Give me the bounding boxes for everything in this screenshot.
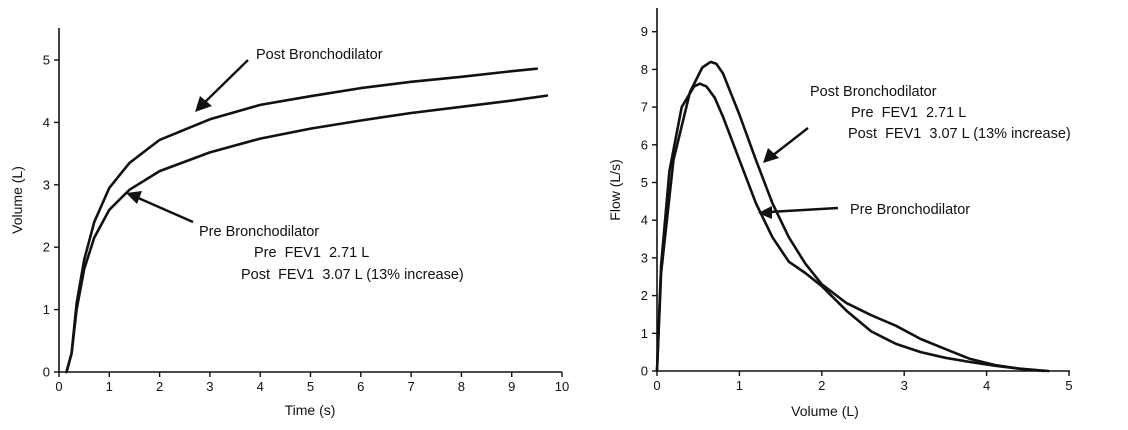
left-x-tick-label: 0 [55, 379, 62, 394]
left-post-arrow-head [195, 96, 212, 112]
left-x-tick-label: 3 [206, 379, 213, 394]
left-x-tick-label: 8 [458, 379, 465, 394]
left-y-tick-label: 4 [43, 115, 50, 130]
right-pre-arrow-head [758, 206, 772, 219]
left-y-tick-label: 5 [43, 53, 50, 68]
right-pre-fev1: Pre FEV1 2.71 L [851, 105, 966, 121]
left-post-arrow-line [202, 59, 249, 105]
left-pre-label: Pre Bronchodilator [199, 224, 319, 240]
left-x-tick-label: 1 [106, 379, 113, 394]
right-y-tick-label: 2 [641, 288, 648, 303]
right-pre-bronchodilator-curve [655, 82, 1050, 373]
right-x-tick-label: 2 [818, 378, 825, 393]
left-y-tick-label: 2 [43, 240, 50, 255]
left-y-axis-title: Volume (L) [9, 166, 25, 234]
right-x-tick-label: 3 [901, 378, 908, 393]
right-x-tick-label: 5 [1065, 378, 1072, 393]
right-y-tick-label: 4 [641, 213, 648, 228]
right-post-arrow-head [763, 148, 779, 163]
left-ticks: 0 1 2 3 4 5 6 7 8 9 10 0 1 2 3 4 5 [43, 53, 569, 395]
right-y-tick-label: 7 [641, 100, 648, 115]
right-x-tick-label: 4 [983, 378, 990, 393]
left-pre-bronchodilator-curve [65, 94, 549, 374]
right-pre-arrow-line [768, 206, 839, 214]
left-post-fev1: Post FEV1 3.07 L (13% increase) [241, 267, 464, 283]
left-x-axis-title: Time (s) [285, 402, 336, 418]
right-x-axis-title: Volume (L) [791, 403, 859, 419]
left-x-tick-label: 10 [555, 379, 569, 394]
left-x-tick-label: 4 [257, 379, 264, 394]
left-x-tick-label: 6 [357, 379, 364, 394]
left-x-tick-label: 7 [407, 379, 414, 394]
right-y-tick-label: 0 [641, 364, 648, 379]
left-y-tick-label: 3 [43, 177, 50, 192]
right-x-tick-label: 0 [653, 378, 660, 393]
right-pre-label: Pre Bronchodilator [850, 202, 970, 218]
left-y-tick-label: 0 [43, 365, 50, 380]
right-ticks: 0 1 2 3 4 5 0 1 2 3 4 5 6 7 8 9 [641, 24, 1073, 393]
right-y-tick-label: 9 [641, 24, 648, 39]
left-post-label: Post Bronchodilator [256, 47, 383, 63]
left-x-tick-label: 2 [156, 379, 163, 394]
volume-time-chart: 0 1 2 3 4 5 6 7 8 9 10 0 1 2 3 4 5 Time (s) Volume (L) P… [9, 28, 569, 418]
left-post-bronchodilator-curve [65, 67, 539, 374]
right-y-tick-label: 5 [641, 175, 648, 190]
left-pre-arrow-line [135, 195, 194, 224]
right-curves [655, 60, 1050, 373]
right-y-tick-label: 8 [641, 62, 648, 77]
right-post-label: Post Bronchodilator [810, 84, 937, 100]
right-y-tick-label: 1 [641, 326, 648, 341]
left-curves [65, 67, 549, 374]
right-y-axis-title: Flow (L/s) [607, 159, 623, 220]
right-y-tick-label: 6 [641, 137, 648, 152]
left-pre-arrow-head [126, 191, 142, 204]
flow-volume-chart: 0 1 2 3 4 5 0 1 2 3 4 5 6 7 8 9 Volume (L) Flow (L/s) P… [607, 8, 1073, 419]
left-x-tick-label: 9 [508, 379, 515, 394]
right-y-tick-label: 3 [641, 250, 648, 265]
left-x-tick-label: 5 [307, 379, 314, 394]
right-x-tick-label: 1 [736, 378, 743, 393]
right-post-bronchodilator-curve [655, 60, 1046, 373]
left-pre-fev1: Pre FEV1 2.71 L [254, 245, 369, 261]
right-post-fev1: Post FEV1 3.07 L (13% increase) [848, 126, 1071, 142]
right-post-arrow-line [771, 127, 809, 157]
left-y-tick-label: 1 [43, 302, 50, 317]
